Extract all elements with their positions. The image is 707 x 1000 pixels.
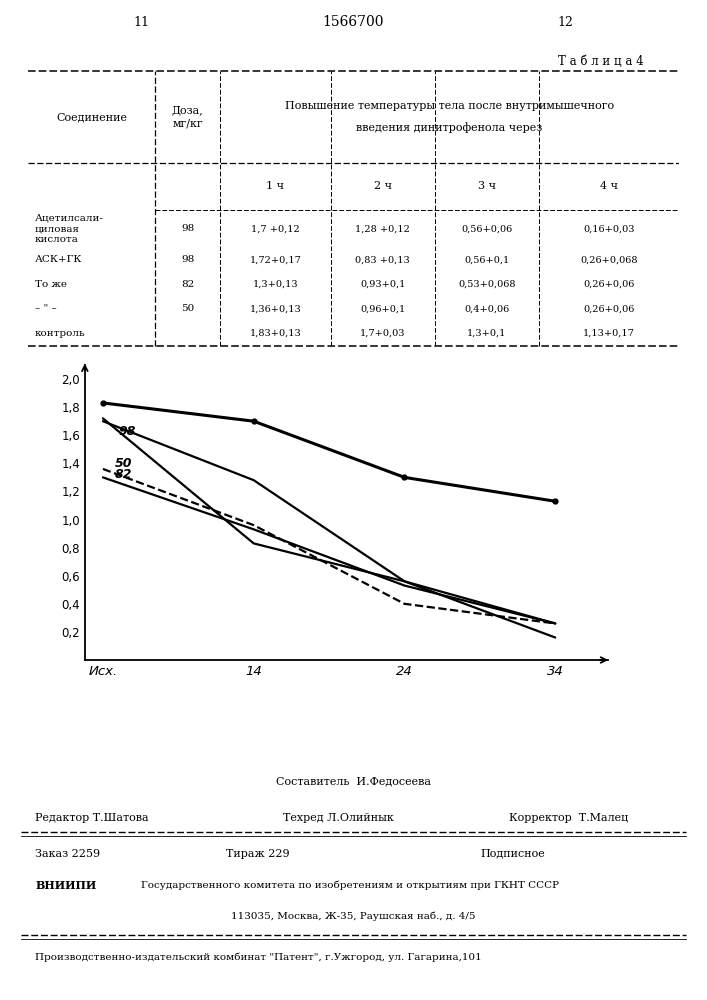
Text: Производственно-издательский комбинат "Патент", г.Ужгород, ул. Гагарина,101: Производственно-издательский комбинат "П… [35, 952, 482, 962]
Text: 0,53+0,068: 0,53+0,068 [458, 280, 515, 289]
Text: 98: 98 [181, 255, 194, 264]
Text: 1,3+0,1: 1,3+0,1 [467, 329, 506, 338]
Text: Ацетилсали-
циловая
кислота: Ацетилсали- циловая кислота [35, 214, 104, 244]
Text: 1,83+0,13: 1,83+0,13 [250, 329, 301, 338]
Text: Корректор  Т.Малец: Корректор Т.Малец [509, 813, 629, 823]
Text: 1,36+0,13: 1,36+0,13 [250, 304, 301, 313]
Text: 0,93+0,1: 0,93+0,1 [360, 280, 405, 289]
Text: ВНИИПИ: ВНИИПИ [35, 880, 97, 891]
Text: 1,28 +0,12: 1,28 +0,12 [356, 224, 410, 233]
Text: Техред Л.Олийнык: Техред Л.Олийнык [283, 813, 394, 823]
Text: 82: 82 [115, 468, 132, 481]
Text: – " –: – " – [35, 304, 57, 313]
Text: 3 ч: 3 ч [478, 181, 496, 191]
Text: 0,4+0,06: 0,4+0,06 [464, 304, 510, 313]
Text: Соединение: Соединение [56, 112, 127, 122]
Text: Подписное: Подписное [481, 849, 546, 859]
Text: 98: 98 [181, 224, 194, 233]
Text: 12: 12 [558, 16, 573, 29]
Text: Т а б л и ц а 4: Т а б л и ц а 4 [558, 55, 643, 68]
Text: 113035, Москва, Ж-35, Раушская наб., д. 4/5: 113035, Москва, Ж-35, Раушская наб., д. … [231, 911, 476, 921]
Text: 0,56+0,1: 0,56+0,1 [464, 255, 510, 264]
Text: 50: 50 [181, 304, 194, 313]
Text: 0,26+0,06: 0,26+0,06 [583, 280, 634, 289]
Text: 0,16+0,03: 0,16+0,03 [583, 224, 635, 233]
Text: АСК+ГК: АСК+ГК [35, 255, 82, 264]
Text: 82: 82 [181, 280, 194, 289]
Text: контроль: контроль [35, 329, 86, 338]
Text: Доза,
мг/кг: Доза, мг/кг [172, 105, 204, 129]
Text: Редактор Т.Шатова: Редактор Т.Шатова [35, 813, 149, 823]
Text: 1,7+0,03: 1,7+0,03 [360, 329, 406, 338]
Text: 1,3+0,13: 1,3+0,13 [252, 280, 298, 289]
Text: 11: 11 [134, 16, 149, 29]
Text: То же: То же [35, 280, 66, 289]
Text: 1,13+0,17: 1,13+0,17 [583, 329, 635, 338]
Text: Повышение температуры тела после внутримышечного: Повышение температуры тела после внутрим… [285, 101, 614, 111]
Text: 1 ч: 1 ч [267, 181, 284, 191]
Text: Тираж 229: Тираж 229 [226, 849, 290, 859]
Text: 0,26+0,06: 0,26+0,06 [583, 304, 634, 313]
Text: 98: 98 [118, 425, 136, 438]
Text: введения динитрофенола через: введения динитрофенола через [356, 122, 542, 133]
Text: 0,26+0,068: 0,26+0,068 [580, 255, 638, 264]
Text: 2 ч: 2 ч [374, 181, 392, 191]
Text: Заказ 2259: Заказ 2259 [35, 849, 100, 859]
Text: 0,96+0,1: 0,96+0,1 [360, 304, 405, 313]
Text: 1,72+0,17: 1,72+0,17 [250, 255, 301, 264]
Text: 0,83 +0,13: 0,83 +0,13 [356, 255, 410, 264]
Text: 4 ч: 4 ч [600, 181, 618, 191]
Text: Государственного комитета по изобретениям и открытиям при ГКНТ СССР: Государственного комитета по изобретения… [141, 880, 559, 890]
Text: 0,56+0,06: 0,56+0,06 [461, 224, 513, 233]
Text: 1,7 +0,12: 1,7 +0,12 [251, 224, 300, 233]
Text: 50: 50 [115, 457, 132, 470]
Text: 1566700: 1566700 [323, 15, 384, 29]
Text: Составитель  И.Федосеева: Составитель И.Федосеева [276, 777, 431, 787]
